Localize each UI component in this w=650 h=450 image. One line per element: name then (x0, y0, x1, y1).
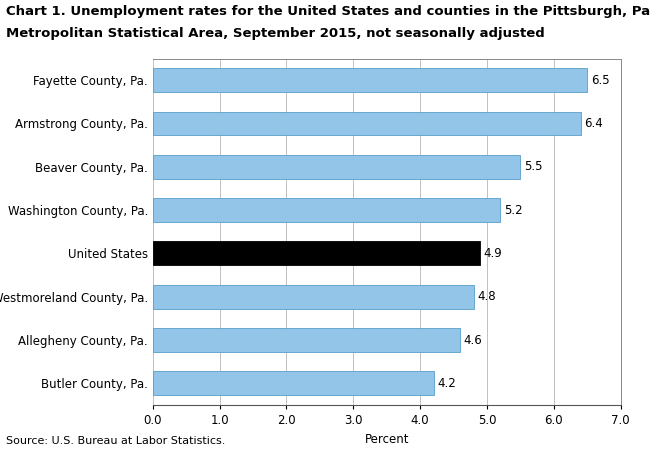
Bar (153, 68, 588, 92)
Text: 4.6: 4.6 (463, 333, 482, 346)
Text: 4.8: 4.8 (477, 290, 496, 303)
Bar (153, 155, 521, 179)
Bar (153, 328, 460, 352)
Text: Chart 1. Unemployment rates for the United States and counties in the Pittsburgh: Chart 1. Unemployment rates for the Unit… (6, 4, 650, 18)
X-axis label: Percent: Percent (365, 432, 409, 446)
Text: Metropolitan Statistical Area, September 2015, not seasonally adjusted: Metropolitan Statistical Area, September… (6, 27, 545, 40)
Bar (153, 242, 480, 266)
Text: 4.2: 4.2 (437, 377, 456, 390)
Text: 6.4: 6.4 (584, 117, 603, 130)
Bar (153, 112, 580, 135)
Bar (153, 285, 474, 309)
Text: 5.5: 5.5 (524, 160, 542, 173)
Text: Source: U.S. Bureau at Labor Statistics.: Source: U.S. Bureau at Labor Statistics. (6, 436, 226, 446)
Text: 4.9: 4.9 (484, 247, 502, 260)
Text: 6.5: 6.5 (591, 74, 609, 87)
Bar (153, 198, 500, 222)
Bar (153, 371, 434, 395)
Text: 5.2: 5.2 (504, 203, 523, 216)
